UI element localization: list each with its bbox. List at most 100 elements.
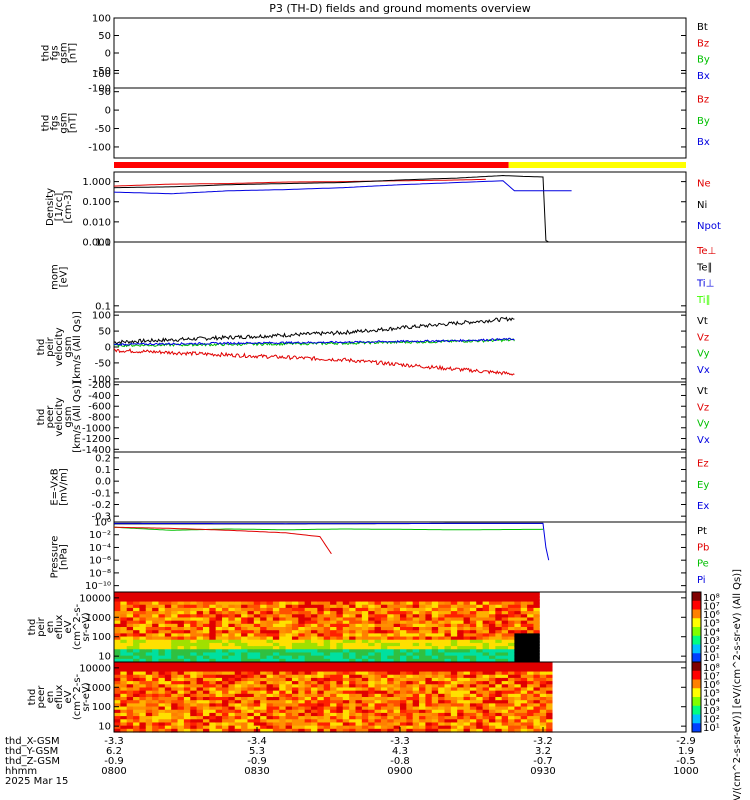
heatmap-cell — [234, 687, 242, 692]
heatmap-cell — [584, 662, 592, 666]
heatmap-cell — [565, 620, 573, 625]
heatmap-cell — [279, 690, 287, 695]
heatmap-cell — [298, 636, 306, 641]
heatmap-cell — [177, 700, 185, 704]
heatmap-cell — [145, 697, 153, 701]
heatmap-cell — [597, 617, 604, 622]
heatmap-cell — [457, 630, 465, 634]
heatmap-cell — [450, 607, 458, 612]
heatmap-cell — [272, 716, 280, 720]
heatmap-cell — [635, 658, 643, 663]
heatmap-cell — [202, 639, 210, 644]
heatmap-cell — [406, 697, 414, 701]
heatmap-cell — [558, 662, 566, 666]
heatmap-cell — [647, 646, 655, 650]
heatmap-cell — [654, 674, 662, 679]
panel-velocity-sst: -200-400-600-800-1000-1200-1400thdpeerve… — [36, 380, 710, 456]
heatmap-cell — [253, 620, 261, 625]
heatmap-cell — [241, 725, 249, 730]
heatmap-cell — [571, 716, 579, 720]
heatmap-cell — [565, 693, 573, 698]
heatmap-cell — [183, 592, 191, 596]
heatmap-cell — [597, 674, 604, 679]
heatmap-cell — [285, 595, 293, 599]
heatmap-cell — [616, 681, 624, 685]
heatmap-cell — [419, 703, 427, 708]
legend-entry: Vz — [697, 332, 709, 343]
heatmap-cell — [272, 620, 280, 625]
heatmap-cell — [450, 658, 458, 663]
colorbar-cell — [692, 686, 701, 689]
heatmap-cell — [425, 649, 433, 654]
heatmap-cell — [533, 658, 541, 663]
heatmap-cell — [330, 627, 338, 631]
heatmap-cell — [177, 611, 185, 615]
heatmap-cell — [609, 674, 617, 679]
heatmap-cell — [488, 636, 496, 641]
heatmap-cell — [654, 697, 662, 701]
heatmap-cell — [488, 623, 496, 628]
heatmap-cell — [622, 620, 630, 625]
heatmap-cell — [597, 601, 604, 606]
heatmap-cell — [584, 722, 592, 727]
heatmap-cell — [368, 649, 376, 654]
heatmap-cell — [253, 677, 261, 682]
heatmap-cell — [279, 681, 287, 685]
heatmap-cell — [374, 709, 382, 714]
heatmap-cell — [114, 630, 121, 634]
heatmap-cell — [635, 719, 643, 724]
heatmap-cell — [209, 617, 217, 622]
heatmap-cell — [514, 693, 522, 698]
heatmap-cell — [126, 604, 134, 609]
heatmap-cell — [552, 627, 560, 631]
colorbar-cell — [692, 621, 701, 624]
heatmap-cell — [361, 700, 369, 704]
heatmap-cell — [215, 709, 223, 714]
heatmap-cell — [546, 677, 554, 682]
heatmap-cell — [279, 636, 287, 641]
heatmap-cell — [336, 601, 344, 606]
heatmap-cell — [539, 693, 547, 698]
heatmap-cell — [139, 662, 147, 666]
heatmap-cell — [635, 642, 643, 647]
heatmap-cell — [412, 630, 420, 634]
heatmap-cell — [527, 627, 535, 631]
heatmap-cell — [501, 598, 509, 603]
heatmap-cell — [171, 709, 179, 714]
heatmap-cell — [291, 693, 299, 698]
heatmap-cell — [584, 668, 592, 673]
heatmap-cell — [552, 592, 560, 596]
heatmap-cell — [679, 693, 687, 698]
heatmap-cell — [260, 703, 268, 708]
heatmap-cell — [616, 703, 624, 708]
heatmap-cell — [355, 598, 363, 603]
x-tick-label: -3.2 — [533, 736, 553, 747]
heatmap-cell — [342, 623, 350, 628]
heatmap-cell — [520, 611, 528, 615]
heatmap-cell — [349, 693, 357, 698]
legend-entry: Te⊥ — [696, 246, 716, 257]
heatmap-cell — [457, 693, 465, 698]
heatmap-cell — [577, 668, 585, 673]
heatmap-cell — [508, 722, 515, 727]
heatmap-cell — [514, 633, 522, 638]
heatmap-cell — [635, 674, 643, 679]
heatmap-cell — [368, 690, 376, 695]
heatmap-cell — [558, 671, 566, 676]
heatmap-cell — [641, 712, 649, 717]
heatmap-cell — [438, 681, 446, 685]
heatmap-cell — [190, 677, 198, 682]
heatmap-cell — [145, 607, 153, 612]
heatmap-cell — [565, 630, 573, 634]
heatmap-cell — [679, 706, 687, 711]
heatmap-cell — [482, 658, 490, 663]
heatmap-cell — [158, 690, 166, 695]
heatmap-cell — [279, 592, 287, 596]
heatmap-cell — [488, 668, 496, 673]
heatmap-cell — [400, 728, 407, 733]
heatmap-cell — [164, 677, 172, 682]
heatmap-cell — [222, 617, 229, 622]
heatmap-cell — [177, 652, 185, 657]
heatmap-cell — [533, 639, 541, 644]
